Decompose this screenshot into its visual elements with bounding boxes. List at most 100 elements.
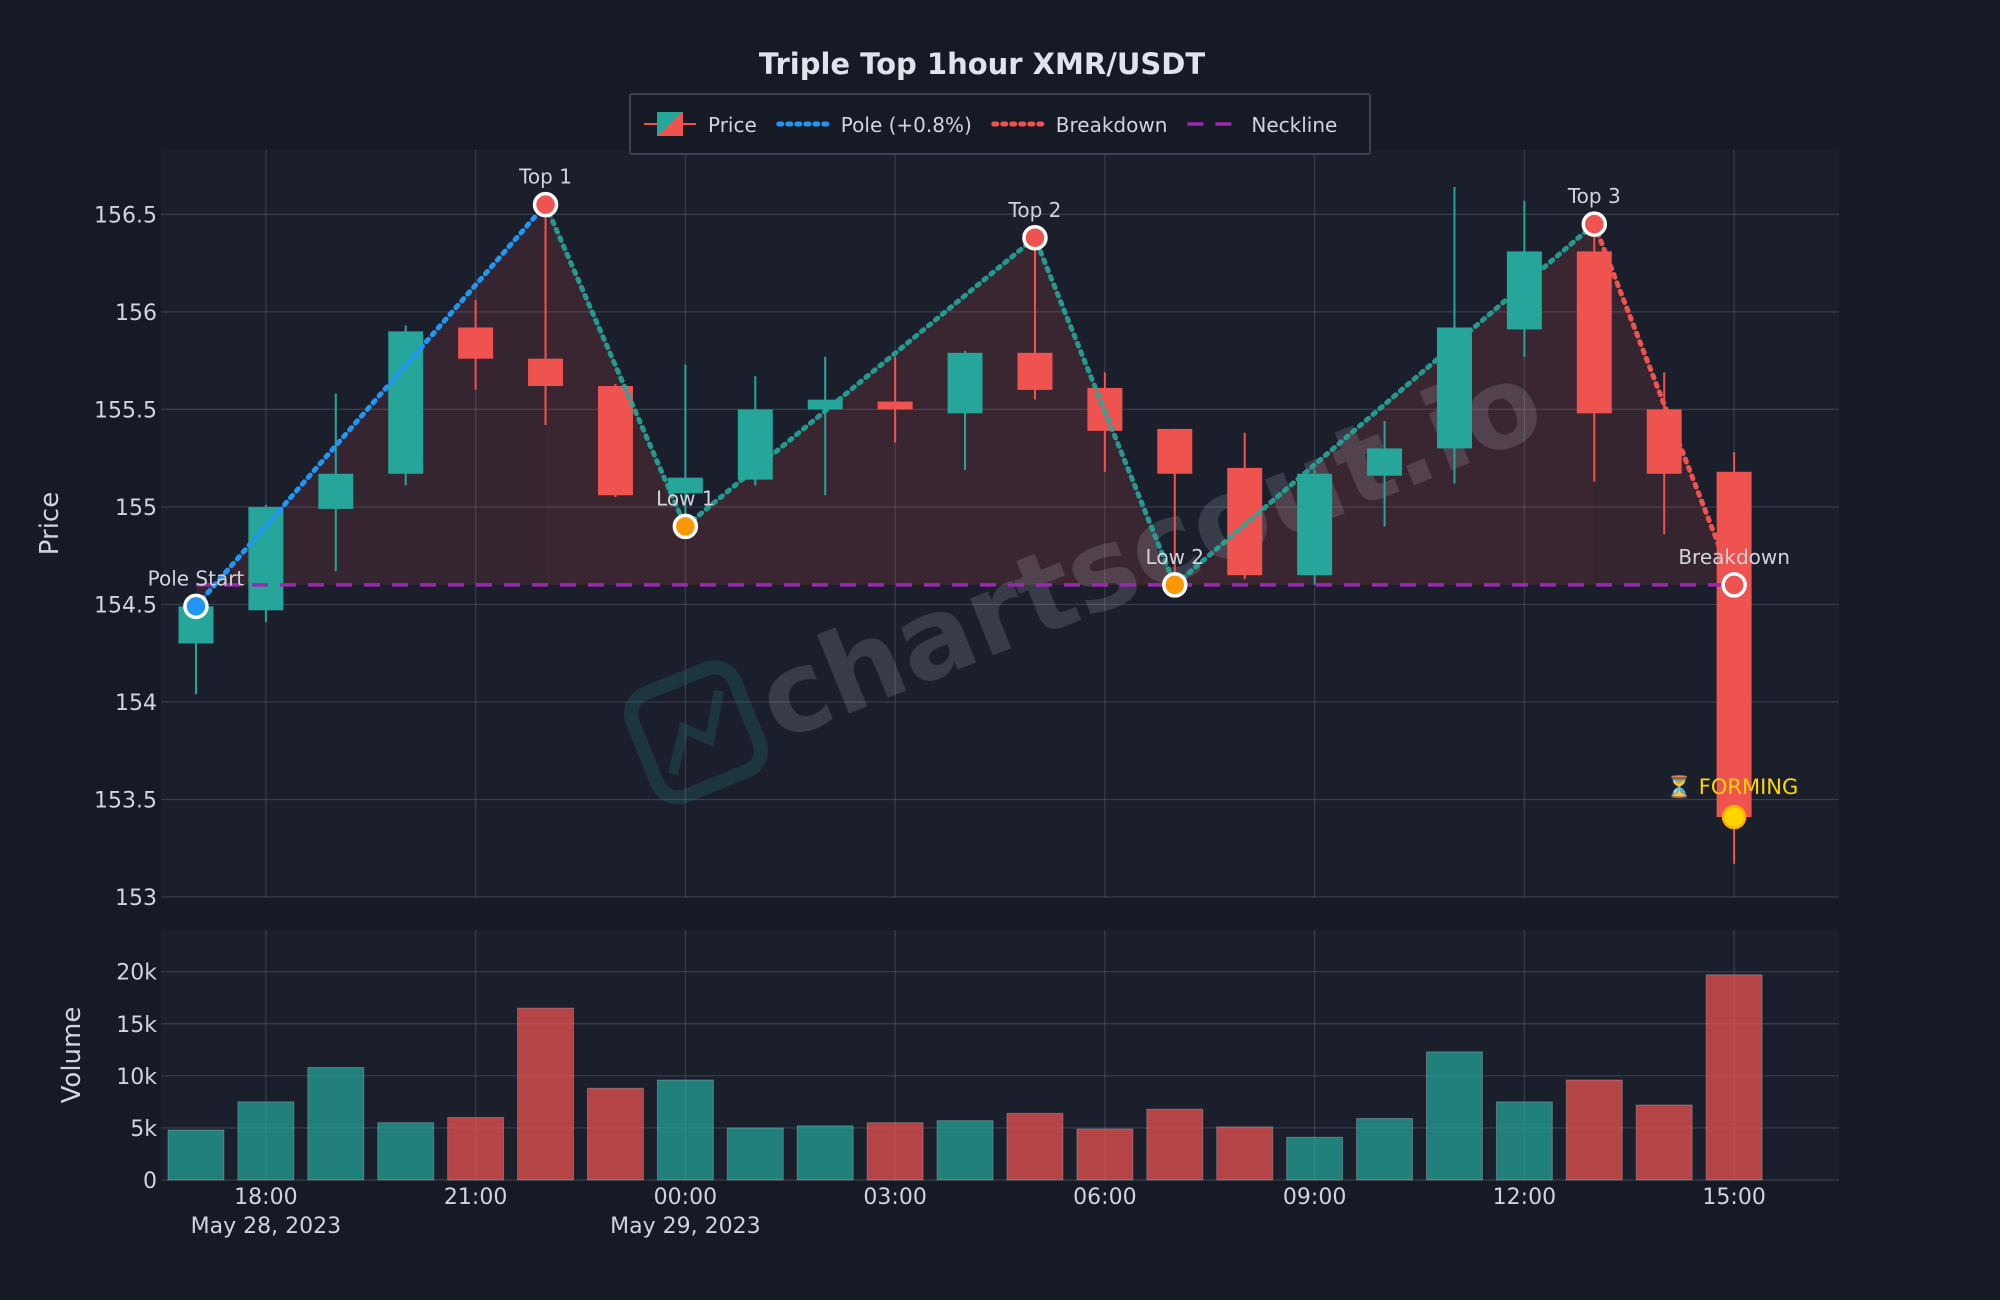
price-tick-label: 155.5 (94, 398, 157, 423)
price-tick-label: 156 (115, 301, 157, 326)
volume-bars (167, 974, 1763, 1181)
volume-bar (167, 1129, 225, 1181)
volume-tick-label: 10k (116, 1065, 157, 1090)
legend-item: Pole (+0.8%) (776, 113, 972, 137)
price-tick-label: 155 (115, 496, 157, 521)
forming-marker (1721, 804, 1747, 830)
time-tick-label: 06:00 (1073, 1185, 1136, 1210)
time-tick-label: 12:00 (1493, 1185, 1556, 1210)
volume-tick-label: 15k (116, 1013, 157, 1038)
volume-bar (1635, 1104, 1693, 1181)
volume-bar (796, 1125, 854, 1181)
volume-bar (1565, 1079, 1623, 1181)
pattern-point-marker (672, 513, 699, 540)
legend-label: Neckline (1251, 113, 1337, 137)
volume-bar (656, 1079, 714, 1181)
price-tick-label: 153.5 (94, 788, 157, 813)
legend-label: Price (708, 113, 757, 137)
price-tick-label: 154.5 (94, 593, 157, 618)
candle-body (1716, 471, 1752, 818)
volume-bar (237, 1101, 295, 1181)
grid-lines (161, 150, 1839, 1181)
watermark-logo-mark (668, 689, 724, 776)
pattern-point-marker (532, 191, 559, 218)
candle-body (1157, 428, 1193, 474)
legend-item: Breakdown (991, 113, 1168, 137)
volume-bar (307, 1067, 365, 1181)
volume-axis-label: Volume (57, 1007, 87, 1104)
volume-bar (1495, 1101, 1553, 1181)
volume-bar (377, 1122, 435, 1181)
volume-bar (726, 1127, 784, 1181)
volume-tick-label: 20k (116, 961, 157, 986)
price-tick-label: 156.5 (94, 203, 157, 228)
candle-body (1367, 448, 1403, 476)
legend-item: Price (644, 112, 757, 137)
pattern-point-label: Low 2 (1146, 545, 1204, 569)
legend-price-icon (657, 112, 683, 136)
volume-bar (1286, 1136, 1344, 1181)
volume-bar (936, 1120, 994, 1181)
candle-body (1646, 409, 1682, 474)
candle-body (1436, 327, 1472, 449)
volume-bar (1076, 1128, 1134, 1181)
series-line (1591, 221, 1737, 588)
volume-bar (1425, 1051, 1483, 1181)
candle-body (1506, 251, 1542, 330)
pattern-point-marker (1721, 572, 1747, 598)
volume-bar (1356, 1118, 1414, 1181)
legend-label: Breakdown (1056, 113, 1168, 137)
time-tick-label: 00:00 (654, 1185, 717, 1210)
pattern-point-label: Top 1 (518, 165, 572, 189)
time-tick-label: 18:00 (234, 1185, 297, 1210)
forming-label: ⏳ FORMING (1666, 774, 1798, 799)
legend-box (629, 93, 1371, 155)
candle-body (877, 401, 913, 410)
candle-body (1227, 467, 1263, 576)
legend-label: Pole (+0.8%) (841, 113, 972, 137)
pattern-point-marker (183, 593, 209, 620)
time-tick-label: 03:00 (863, 1185, 926, 1210)
price-tick-label: 153 (115, 886, 157, 911)
price-panel (161, 150, 1839, 897)
candle-body (318, 473, 354, 509)
volume-bar (447, 1117, 505, 1181)
volume-panel (161, 930, 1839, 1180)
volume-bar (1705, 974, 1763, 1181)
legend-item: Neckline (1187, 113, 1337, 137)
watermark-logo-icon (624, 660, 768, 805)
time-tick-label: 09:00 (1283, 1185, 1346, 1210)
axes: 153 153.5 154 154.5 155 155.5 156 156.5 0 5k 10k 15… (35, 203, 1766, 1239)
price-axis-label: Price (35, 492, 65, 555)
pattern-point-marker (1581, 211, 1608, 237)
pattern-point-label: Breakdown (1678, 545, 1790, 569)
volume-bar (866, 1122, 924, 1181)
volume-bar (1216, 1126, 1274, 1181)
time-tick-label: 21:00 (444, 1185, 507, 1210)
series-line (193, 202, 549, 609)
time-tick-label: 15:00 (1702, 1185, 1765, 1210)
volume-bar (586, 1087, 644, 1181)
volume-tick-label: 0 (143, 1169, 157, 1194)
date-tick-label: May 29, 2023 (610, 1214, 760, 1239)
pattern-point-marker (1162, 572, 1188, 598)
candle-body (597, 385, 633, 496)
date-tick-label: May 28, 2023 (191, 1214, 341, 1239)
candle-body (528, 358, 564, 386)
candle-body (458, 327, 494, 359)
candle-body (1297, 473, 1333, 576)
volume-bar (517, 1007, 575, 1181)
pattern-point-label: Top 3 (1567, 184, 1621, 208)
volume-bar (1006, 1112, 1064, 1181)
candle-body (1017, 352, 1053, 390)
pattern-point-marker (1022, 225, 1048, 251)
candle-body (807, 399, 843, 410)
chart-title: Triple Top 1hour XMR/USDT (759, 47, 1205, 81)
volume-bar (1146, 1108, 1204, 1181)
pattern-point-label: Low 1 (656, 486, 714, 510)
candle-body (667, 477, 703, 494)
candle-body (1576, 251, 1612, 414)
pattern-point-label: Pole Start (148, 566, 245, 590)
candle-body (947, 352, 983, 414)
